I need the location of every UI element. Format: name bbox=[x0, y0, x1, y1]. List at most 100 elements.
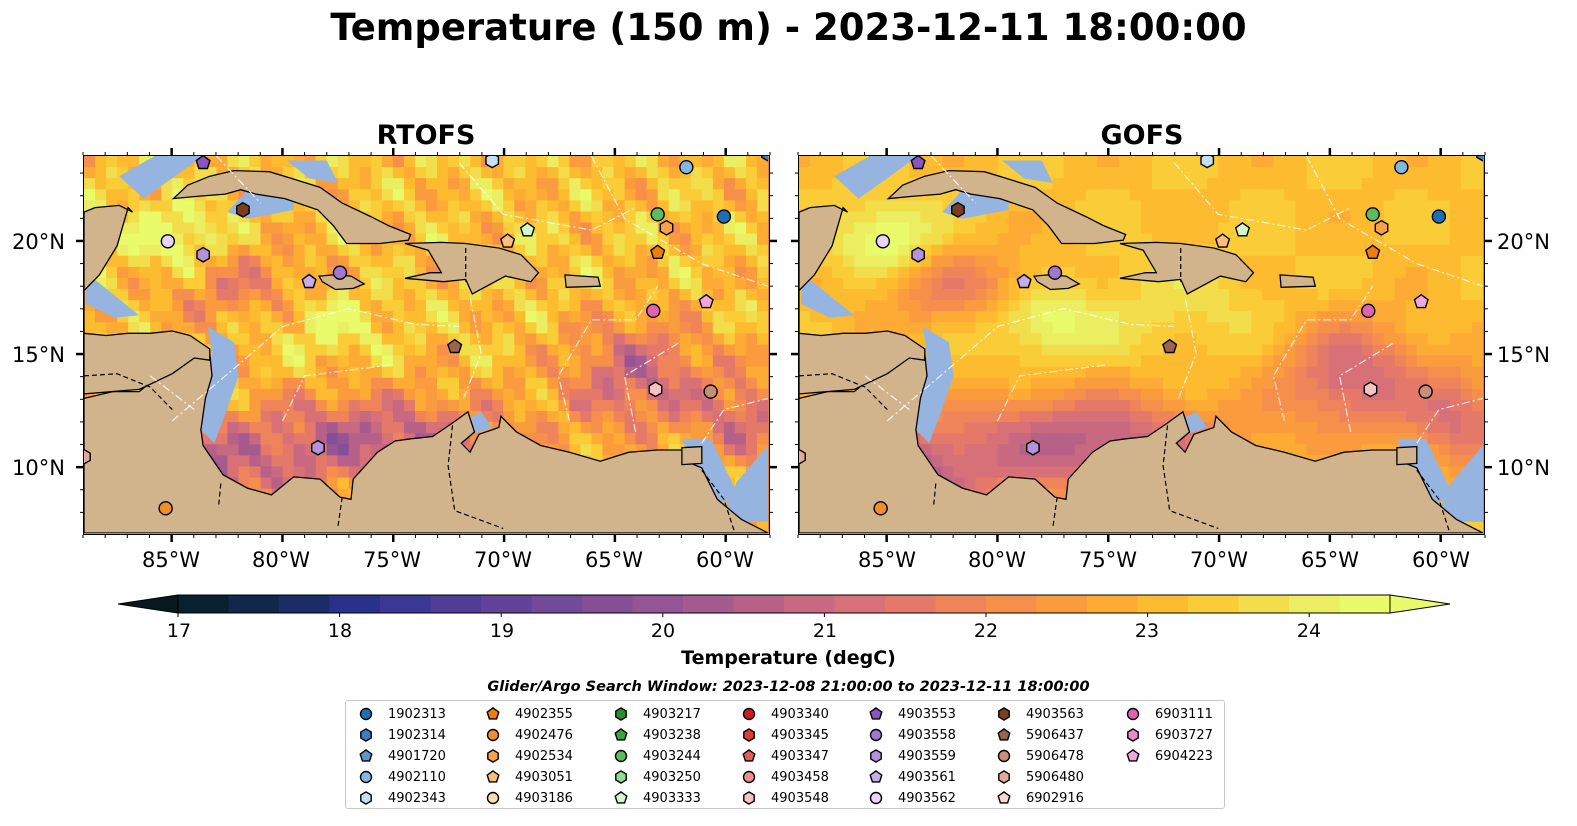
temperature-cell bbox=[1284, 333, 1297, 346]
temperature-cell bbox=[459, 355, 471, 368]
temperature-cell bbox=[558, 422, 571, 434]
temperature-cell bbox=[679, 322, 692, 335]
temperature-cell bbox=[997, 233, 1010, 246]
temperature-cell bbox=[1096, 344, 1109, 357]
temperature-cell bbox=[1063, 422, 1076, 434]
temperature-cell bbox=[1471, 444, 1484, 456]
temperature-cell bbox=[602, 266, 615, 279]
temperature-cell bbox=[437, 388, 449, 401]
temperature-cell bbox=[975, 300, 988, 312]
temperature-cell bbox=[756, 344, 769, 357]
temperature-cell bbox=[1339, 200, 1352, 213]
temperature-cell bbox=[613, 167, 626, 179]
temperature-cell bbox=[745, 355, 758, 368]
temperature-cell bbox=[1207, 344, 1219, 357]
temperature-cell bbox=[1339, 233, 1352, 246]
platform-marker-4902534 bbox=[659, 219, 674, 236]
temperature-cell bbox=[1251, 156, 1263, 168]
temperature-cell bbox=[1118, 211, 1131, 224]
temperature-cell bbox=[1240, 300, 1252, 312]
temperature-cell bbox=[1416, 222, 1429, 235]
gofs-panel-title: GOFS bbox=[1100, 120, 1184, 151]
temperature-cell bbox=[1041, 422, 1054, 434]
temperature-cell bbox=[1185, 167, 1197, 179]
temperature-cell bbox=[745, 311, 758, 323]
colorbar-segment bbox=[178, 595, 229, 613]
legend-item-4902476: 4902476 bbox=[485, 725, 573, 745]
temperature-cell bbox=[1317, 411, 1330, 423]
temperature-cell bbox=[1306, 289, 1319, 301]
country-border bbox=[933, 483, 937, 507]
temperature-cell bbox=[106, 266, 118, 279]
temperature-cell bbox=[668, 156, 681, 168]
temperature-cell bbox=[437, 277, 449, 290]
temperature-cell bbox=[1030, 311, 1043, 323]
temperature-cell bbox=[756, 167, 769, 179]
temperature-cell bbox=[1438, 300, 1451, 312]
temperature-cell bbox=[1350, 344, 1363, 357]
temperature-cell bbox=[1019, 388, 1032, 401]
temperature-cell bbox=[865, 289, 877, 301]
temperature-cell bbox=[536, 189, 548, 201]
temperature-cell bbox=[84, 189, 96, 201]
temperature-cell bbox=[1416, 377, 1429, 390]
temperature-cell bbox=[1394, 411, 1407, 423]
temperature-cell bbox=[249, 355, 262, 368]
temperature-cell bbox=[1240, 366, 1252, 379]
temperature-cell bbox=[1449, 366, 1462, 379]
platform-marker-4903559 bbox=[196, 246, 211, 263]
temperature-cell bbox=[1041, 222, 1054, 235]
temperature-cell bbox=[547, 388, 559, 401]
temperature-cell bbox=[392, 344, 405, 357]
temperature-cell bbox=[1185, 377, 1197, 390]
temperature-cell bbox=[1129, 333, 1142, 346]
temperature-cell bbox=[810, 322, 822, 335]
temperature-cell bbox=[602, 255, 615, 268]
temperature-cell bbox=[1438, 266, 1451, 279]
temperature-cell bbox=[470, 289, 482, 301]
temperature-cell bbox=[1438, 411, 1451, 423]
temperature-cell bbox=[381, 167, 394, 179]
temperature-cell bbox=[920, 156, 932, 168]
temperature-cell bbox=[1129, 388, 1142, 401]
temperature-cell bbox=[865, 222, 877, 235]
temperature-cell bbox=[1163, 377, 1175, 390]
temperature-cell bbox=[260, 422, 273, 434]
temperature-cell bbox=[646, 266, 659, 279]
temperature-cell bbox=[624, 311, 637, 323]
temperature-cell bbox=[1317, 222, 1330, 235]
temperature-cell bbox=[580, 333, 593, 346]
temperature-cell bbox=[1096, 411, 1109, 423]
temperature-cell bbox=[734, 399, 747, 412]
temperature-cell bbox=[624, 377, 637, 390]
temperature-cell bbox=[613, 178, 626, 190]
temperature-cell bbox=[1262, 300, 1274, 312]
temperature-cell bbox=[745, 422, 758, 434]
temperature-cell bbox=[370, 255, 383, 268]
temperature-cell bbox=[1306, 255, 1319, 268]
temperature-cell bbox=[690, 167, 703, 179]
temperature-cell bbox=[909, 222, 921, 235]
temperature-cell bbox=[1328, 355, 1341, 368]
temperature-cell bbox=[1074, 344, 1087, 357]
platform-marker-4903561 bbox=[301, 273, 317, 289]
temperature-cell bbox=[1229, 300, 1241, 312]
temperature-cell bbox=[1118, 399, 1131, 412]
temperature-cell bbox=[1251, 211, 1263, 224]
temperature-cell bbox=[1471, 377, 1484, 390]
temperature-cell bbox=[876, 244, 888, 257]
temperature-cell bbox=[381, 377, 394, 390]
temperature-cell bbox=[668, 411, 681, 423]
temperature-cell bbox=[238, 233, 251, 246]
temperature-cell bbox=[591, 178, 604, 190]
temperature-cell bbox=[613, 422, 626, 434]
temperature-cell bbox=[602, 411, 615, 423]
temperature-cell bbox=[547, 300, 559, 312]
temperature-cell bbox=[602, 200, 615, 213]
temperature-cell bbox=[1372, 422, 1385, 434]
temperature-cell bbox=[1471, 233, 1484, 246]
temperature-cell bbox=[1306, 322, 1319, 335]
temperature-cell bbox=[1383, 277, 1396, 290]
legend-marker bbox=[359, 749, 373, 762]
temperature-cell bbox=[448, 311, 460, 323]
